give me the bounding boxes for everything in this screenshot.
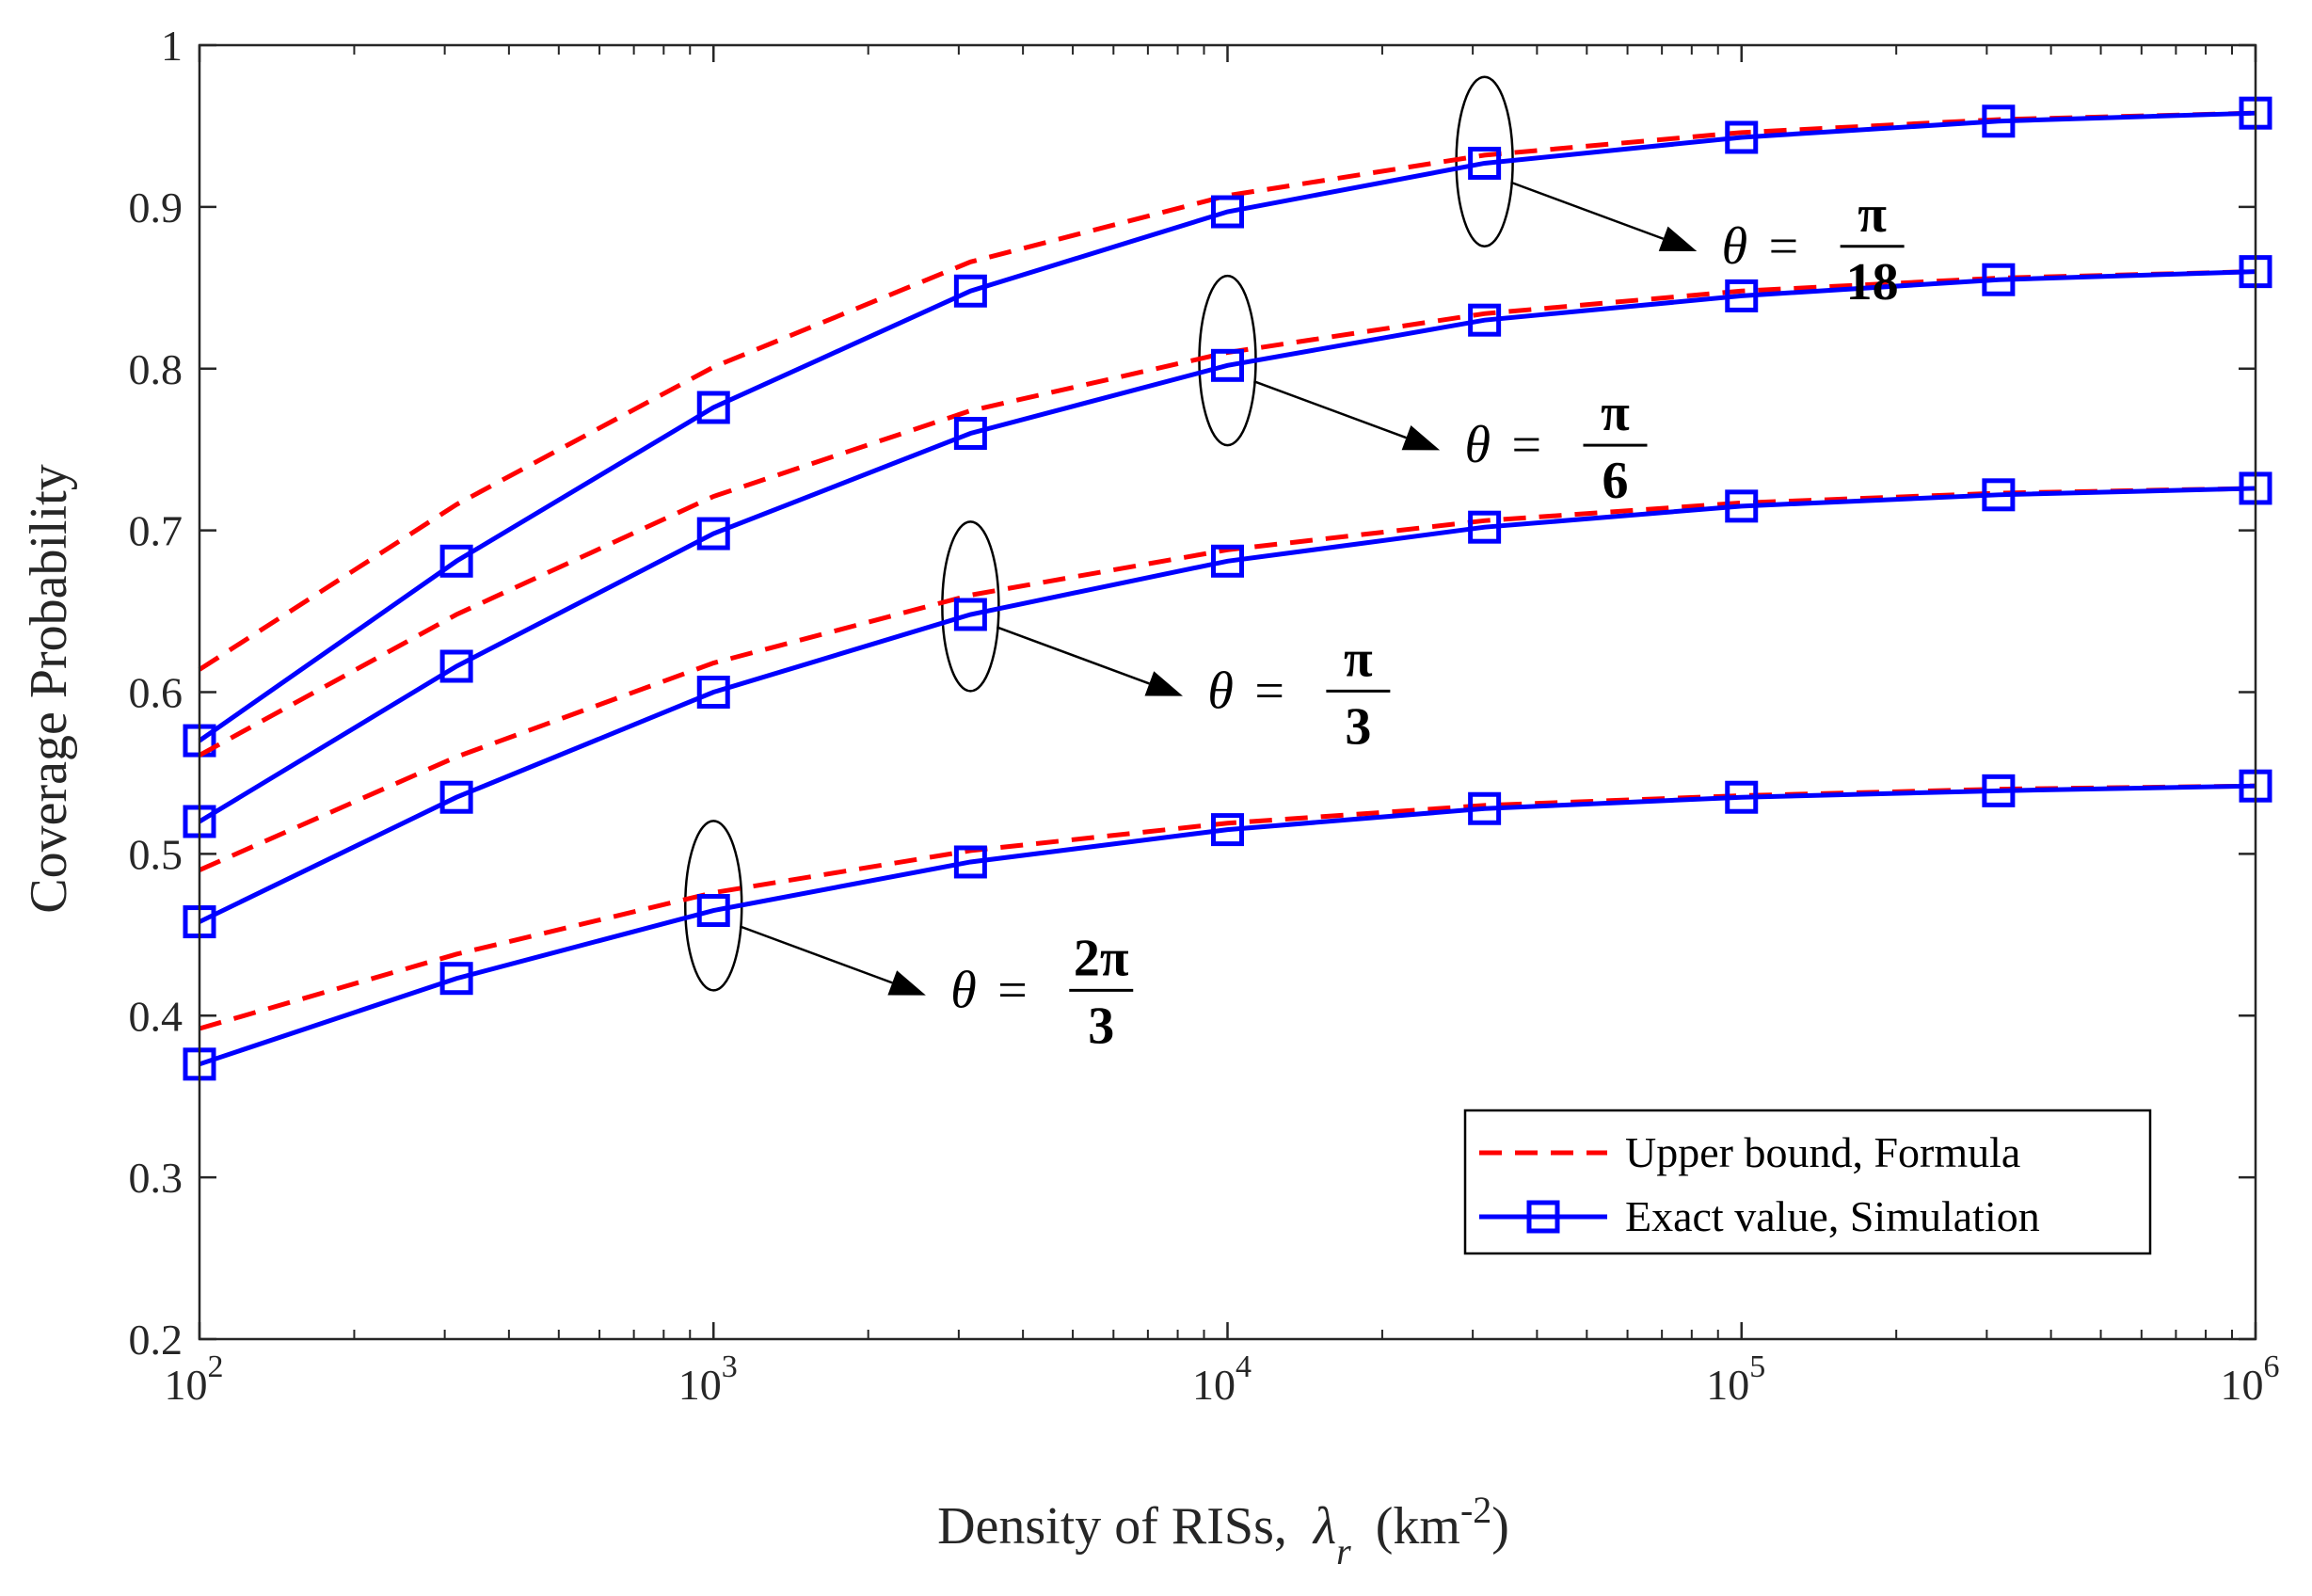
annotation-numerator: 2π [1074, 929, 1129, 987]
simulation-marker [439, 962, 473, 996]
annotation-denominator: 6 [1602, 452, 1629, 510]
simulation-marker [953, 598, 987, 631]
legend-box [1463, 1109, 2152, 1255]
x-tick-label: 103 [678, 1349, 738, 1409]
simulation-line-group-2 [198, 486, 2256, 924]
y-tick-label: 0.4 [129, 992, 183, 1040]
y-tick-label: 0.2 [129, 1316, 183, 1364]
legend-upper-bound-label: Upper bound, Formula [1625, 1128, 2020, 1176]
simulation-marker [696, 676, 730, 709]
y-tick-label: 0.9 [129, 184, 183, 231]
simulation-line-group-3 [199, 783, 2256, 1067]
simulation-marker [1211, 348, 1244, 382]
x-tick-label: 105 [1706, 1349, 1765, 1409]
x-axis-title-unit-exponent: -2 [1460, 1489, 1491, 1531]
y-tick-label: 1 [161, 22, 183, 70]
x-tick-exponent: 4 [1236, 1349, 1252, 1384]
simulation-marker [1211, 544, 1244, 578]
x-tick-exponent: 2 [208, 1349, 224, 1384]
annotation-arrow-shaft [1510, 181, 1665, 240]
annotation-layer: θ = π 18 θ = π 6 θ = π 3 θ = 2π 3 [739, 181, 1905, 1055]
simulation-marker [696, 391, 730, 424]
simulation-marker [439, 649, 473, 683]
annotation-theta: θ [1465, 416, 1491, 474]
x-axis-title: Density of RISs, λr (km-2) [937, 1489, 1509, 1576]
simulation-marker [1725, 279, 1759, 312]
annotation-numerator: π [1601, 384, 1630, 442]
x-tick-exponent: 6 [2264, 1349, 2280, 1384]
simulation-marker [1468, 510, 1502, 544]
x-axis-title-text: Density of RISs, [937, 1497, 1287, 1556]
x-tick-label: 106 [2221, 1349, 2280, 1409]
upper-bound-line-group-0 [198, 110, 2256, 672]
legend-simulation-label: Exact value, Simulation [1625, 1192, 2040, 1240]
simulation-marker [439, 780, 473, 814]
annotation-equals: = [1254, 662, 1284, 720]
annotation-theta: θ [1207, 662, 1234, 720]
x-tick-base: 10 [678, 1361, 722, 1409]
x-axis-title-subscript: r [1336, 1530, 1351, 1572]
x-axis-title-unit-suffix: ) [1491, 1497, 1509, 1556]
simulation-marker [953, 274, 987, 308]
legend-simulation-marker [1526, 1200, 1560, 1234]
simulation-marker [1982, 774, 2016, 807]
simulation-marker [1211, 195, 1244, 229]
x-tick-base: 10 [2221, 1361, 2264, 1409]
y-tick-label: 0.8 [129, 345, 183, 393]
annotation-arrow-head [1401, 425, 1441, 451]
annotation-arrow-shaft [739, 925, 893, 984]
annotation-arrow-shaft [996, 626, 1150, 685]
x-axis-title-symbol: λ [1312, 1497, 1336, 1556]
y-tick-label: 0.3 [129, 1154, 183, 1202]
simulation-marker [1211, 813, 1244, 847]
simulation-marker [1982, 478, 2016, 512]
x-tick-base: 10 [1706, 1361, 1749, 1409]
x-axis-title-unit-prefix: (km [1376, 1497, 1460, 1556]
simulation-marker [953, 845, 987, 879]
x-tick-label: 102 [165, 1349, 224, 1409]
y-tick-label: 0.7 [129, 507, 183, 555]
annotation-equals: = [1769, 217, 1799, 276]
annotation-theta: θ [950, 961, 977, 1019]
simulation-marker [696, 517, 730, 551]
annotation-arrow-head [887, 970, 926, 996]
y-axis-title: Coverage Probability [20, 464, 78, 913]
annotation-numerator: π [1858, 185, 1887, 244]
annotation-equals: = [997, 961, 1028, 1019]
x-tick-base: 10 [165, 1361, 208, 1409]
simulation-marker [696, 894, 730, 928]
simulation-marker [1982, 263, 2016, 296]
simulation-marker [1468, 303, 1502, 337]
x-tick-label: 104 [1192, 1349, 1252, 1409]
annotation-denominator: 18 [1846, 253, 1899, 311]
simulation-marker [1982, 104, 2016, 138]
simulation-marker [1468, 791, 1502, 825]
annotation-arrow-head [1658, 226, 1698, 251]
x-tick-base: 10 [1192, 1361, 1236, 1409]
series-layer [183, 96, 2272, 1081]
simulation-marker [953, 417, 987, 450]
simulation-line-group-1 [198, 269, 2256, 824]
simulation-marker [1468, 146, 1502, 180]
annotation-theta: θ [1722, 217, 1748, 276]
annotation-arrow-shaft [1253, 379, 1407, 439]
annotation-arrow-head [1144, 671, 1184, 696]
x-tick-exponent: 5 [1749, 1349, 1765, 1384]
simulation-marker [1725, 489, 1759, 523]
annotation-denominator: 3 [1088, 997, 1114, 1055]
annotation-equals: = [1512, 416, 1542, 474]
simulation-marker [439, 544, 473, 578]
simulation-line-group-0 [198, 110, 2256, 743]
x-tick-exponent: 3 [722, 1349, 738, 1384]
simulation-marker [1725, 780, 1759, 814]
annotation-numerator: π [1344, 630, 1373, 688]
legend: Upper bound, Formula Exact value, Simula… [1463, 1109, 2152, 1255]
annotation-denominator: 3 [1345, 697, 1371, 756]
simulation-marker [1725, 120, 1759, 154]
y-tick-label: 0.5 [129, 830, 183, 878]
y-tick-label: 0.6 [129, 669, 183, 717]
